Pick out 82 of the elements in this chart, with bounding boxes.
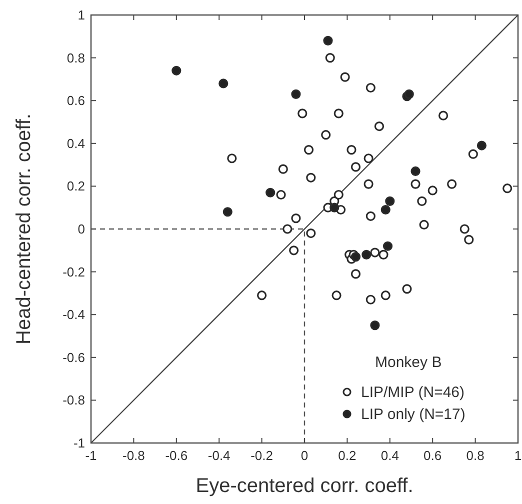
point [222, 207, 232, 217]
y-tick-label: 0 [78, 222, 85, 236]
x-tick-label: 0 [300, 448, 308, 463]
point [298, 108, 308, 118]
x-axis-title: Eye-centered corr. coeff. [196, 475, 414, 497]
legend-label: LIP only (N=17) [361, 406, 466, 423]
y-tick-label: -0.6 [62, 350, 85, 365]
point [291, 89, 301, 99]
point [460, 224, 470, 234]
x-tick-label: 0.4 [380, 448, 399, 463]
point [402, 284, 412, 294]
point [417, 196, 427, 206]
x-tick-label: -0.2 [250, 448, 274, 463]
point [410, 179, 420, 189]
point [374, 121, 384, 132]
point [366, 211, 376, 221]
point [370, 320, 380, 330]
point [366, 294, 376, 304]
point [323, 36, 333, 46]
point [276, 190, 286, 200]
point [464, 234, 474, 244]
point [218, 78, 228, 88]
point [502, 184, 512, 194]
point [340, 72, 350, 82]
point [289, 246, 299, 256]
point [350, 162, 361, 172]
point [325, 53, 335, 63]
point [366, 82, 376, 93]
point [306, 172, 316, 182]
point [419, 220, 429, 230]
y-axis-title: Head-centered corr. coeff. [13, 114, 35, 344]
point [350, 252, 361, 262]
point [172, 66, 182, 76]
y-tick-label: 1 [78, 8, 85, 22]
point [410, 166, 420, 176]
point [227, 154, 237, 164]
point [266, 188, 276, 198]
x-tick-label: 0.6 [424, 448, 442, 463]
point [385, 196, 395, 206]
y-tick-label: 0.4 [66, 136, 85, 151]
point [306, 228, 316, 238]
point [332, 290, 342, 300]
point [380, 290, 390, 300]
point [378, 250, 388, 260]
point [370, 248, 380, 258]
point [346, 145, 356, 155]
x-tick-label: -0.6 [165, 448, 188, 463]
point [468, 149, 478, 159]
x-tick-label: 1 [514, 448, 522, 463]
point [334, 108, 344, 118]
point [364, 154, 374, 164]
point [330, 202, 340, 212]
point [321, 130, 331, 140]
y-tick-label: 0.8 [66, 50, 85, 66]
point [278, 164, 288, 174]
point [334, 190, 344, 200]
y-tick-label: 0.6 [66, 93, 85, 108]
point [438, 110, 448, 120]
legend-label: LIP/MIP (N=46) [361, 384, 465, 401]
point [476, 140, 487, 150]
x-tick-label: 0.2 [338, 448, 356, 463]
point [428, 186, 438, 196]
point [304, 145, 314, 155]
x-tick-label: 0.8 [466, 448, 484, 463]
x-tick-label: -0.4 [208, 448, 230, 463]
point [291, 214, 301, 224]
point [364, 179, 374, 189]
y-tick-label: 0.2 [66, 178, 85, 194]
point [362, 250, 372, 260]
point [257, 290, 267, 300]
x-tick-label: -0.8 [122, 448, 145, 463]
y-tick-label: -1 [73, 436, 85, 450]
y-tick-label: -0.8 [62, 392, 85, 408]
y-tick-label: -0.2 [62, 264, 85, 280]
y-tick-label: -0.4 [62, 307, 85, 322]
point [350, 269, 361, 279]
legend-title: Monkey B [375, 354, 442, 371]
point [382, 241, 393, 251]
point [447, 179, 457, 189]
point [282, 224, 292, 234]
point [404, 89, 414, 99]
point [380, 204, 390, 215]
